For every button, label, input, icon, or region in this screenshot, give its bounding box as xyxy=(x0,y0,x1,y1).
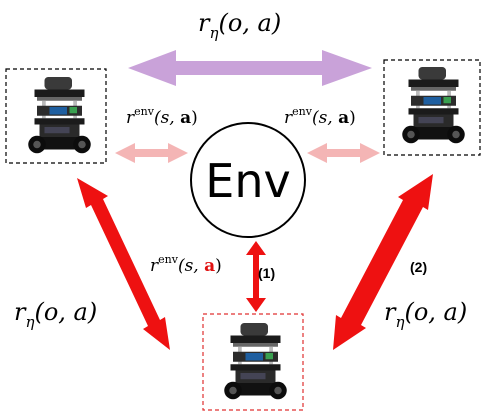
robot-image-bottom xyxy=(224,323,287,400)
tag-one: (1) xyxy=(258,265,275,281)
top-reward-args: (o, a) xyxy=(218,9,281,37)
right-reward-symbol: r xyxy=(384,298,397,326)
right-reward-args: (o, a) xyxy=(404,298,467,326)
left-env-reward-label: renv(s, a) xyxy=(126,105,198,128)
top-agent-link-arrow xyxy=(128,50,372,86)
env-label: Env xyxy=(205,154,290,208)
right-env-reward-action: a xyxy=(338,108,349,128)
right-reward-subscript: η xyxy=(395,313,404,331)
bottom-env-reward-symbol: r xyxy=(150,256,159,276)
right-env-reward-superscript: env xyxy=(292,105,313,118)
bottom-env-reward-action: a xyxy=(204,256,215,276)
right-env-link-arrow xyxy=(307,143,380,163)
tag-two: (2) xyxy=(410,259,427,275)
right-env-reward-label: renv(s, a) xyxy=(284,105,356,128)
top-reward-symbol: r xyxy=(198,9,211,37)
right-reward-label: rη(o, a) xyxy=(384,298,467,331)
left-env-link-arrow xyxy=(115,143,188,163)
left-env-reward-superscript: env xyxy=(134,105,155,118)
bottom-env-reward-close: ) xyxy=(215,256,222,276)
left-reward-args: (o, a) xyxy=(34,298,97,326)
left-env-reward-close: ) xyxy=(191,108,198,128)
bottom-env-reward-label: renv(s, a) xyxy=(150,253,222,276)
robot-frame-bottom xyxy=(202,313,304,411)
top-reward-subscript: η xyxy=(209,24,218,42)
left-env-reward-action: a xyxy=(180,108,191,128)
robot-frame-left xyxy=(5,68,107,164)
bottom-env-reward-open: (s, xyxy=(178,256,204,276)
left-reward-label: rη(o, a) xyxy=(14,298,97,331)
left-env-reward-symbol: r xyxy=(126,108,135,128)
right-agent-link-arrow xyxy=(333,174,433,350)
left-reward-subscript: η xyxy=(25,313,34,331)
robot-agent-bottom xyxy=(202,313,304,411)
left-env-reward-open: (s, xyxy=(154,108,180,128)
left-reward-symbol: r xyxy=(14,298,27,326)
robot-frame-right xyxy=(383,59,481,156)
robot-agent-left xyxy=(5,68,107,164)
right-env-reward-open: (s, xyxy=(312,108,338,128)
top-reward-label: rη(o, a) xyxy=(198,9,281,42)
robot-image-left xyxy=(28,77,91,154)
right-env-reward-close: ) xyxy=(349,108,356,128)
right-env-reward-symbol: r xyxy=(284,108,293,128)
bottom-env-link-arrow xyxy=(246,241,266,312)
robot-image-right xyxy=(402,67,465,144)
robot-agent-right xyxy=(383,59,481,156)
bottom-env-reward-superscript: env xyxy=(158,253,179,266)
environment-node: Env xyxy=(190,122,306,238)
left-agent-link-arrow xyxy=(77,178,170,350)
